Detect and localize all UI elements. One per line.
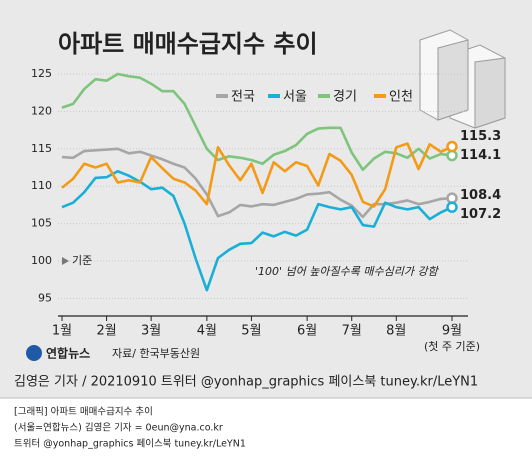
- annotation: 기준: [72, 254, 92, 267]
- x-tick-label: 6월: [297, 324, 317, 339]
- annotation: '100' 넘어 높아질수록 매수심리가 강함: [255, 265, 440, 278]
- end-marker: [446, 201, 458, 213]
- data-label: 108.4: [460, 188, 501, 203]
- x-tick-label: 7월: [342, 324, 362, 339]
- legend-label: 서울: [283, 90, 307, 105]
- chart-title: 아파트 매매수급지수 추이: [58, 30, 318, 58]
- x-tick-label: 5월: [241, 324, 261, 339]
- footer-background: [0, 398, 532, 458]
- series-line: [61, 169, 453, 292]
- footer-line: 트위터 @yonhap_graphics 페이스북 tuney.kr/LeYN1: [14, 438, 246, 450]
- end-marker: [446, 149, 458, 162]
- source: 자료/ 한국부동산원: [112, 347, 200, 360]
- data-label: 115.3: [460, 129, 501, 144]
- y-tick-label: 100: [31, 254, 52, 267]
- data-label: 107.2: [460, 207, 501, 222]
- x-tick-label: 3월: [141, 324, 161, 339]
- y-tick-label: 95: [38, 291, 52, 304]
- y-tick-label: 105: [31, 217, 52, 230]
- y-tick-label: 110: [31, 179, 52, 192]
- buildings-icon: [419, 29, 506, 129]
- legend-label: 전국: [231, 90, 255, 105]
- footer-line: [그래픽] 아파트 매매수급지수 추이: [14, 407, 153, 418]
- footer-line: (서울=연합뉴스) 김영은 기자 = 0eun@yna.co.kr: [14, 422, 223, 434]
- credit: 김영은 기자 / 20210910 트위터 @yonhap_graphics 페…: [14, 375, 478, 390]
- end-marker: [446, 192, 458, 204]
- x-tick-label: 8월: [386, 324, 406, 339]
- annotation: (첫 주 기준): [424, 340, 480, 353]
- legend-label: 인천: [389, 90, 413, 105]
- x-tick-label: 9월: [442, 324, 462, 339]
- logo-text: 연합뉴스: [46, 346, 90, 361]
- reference-arrow: [62, 257, 69, 266]
- x-tick-label: 4월: [197, 324, 217, 339]
- series-line: [61, 72, 453, 172]
- end-marker: [446, 140, 458, 153]
- y-tick-label: 120: [31, 104, 52, 117]
- series-line: [61, 142, 453, 208]
- legend-label: 경기: [333, 90, 357, 105]
- y-tick-label: 115: [31, 142, 52, 155]
- x-tick-label: 1월: [52, 324, 72, 339]
- data-label: 114.1: [460, 148, 501, 163]
- x-tick-label: 2월: [96, 324, 116, 339]
- y-tick-label: 125: [31, 67, 52, 80]
- logo: 연합뉴스: [26, 345, 90, 361]
